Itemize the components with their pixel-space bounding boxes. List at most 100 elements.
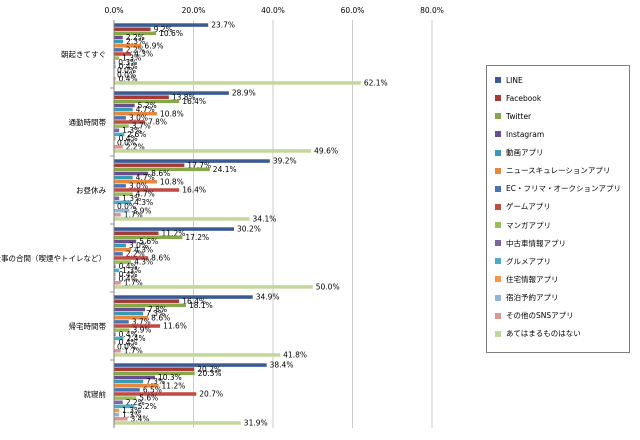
bar xyxy=(114,264,116,269)
legend-swatch xyxy=(495,203,501,210)
data-label: 5.6% xyxy=(139,394,158,403)
bar xyxy=(114,235,183,240)
bar xyxy=(114,404,135,409)
legend-swatch xyxy=(495,185,501,192)
data-label: 3.0% xyxy=(129,181,148,190)
data-label: 9.2% xyxy=(154,25,173,34)
x-tick-label: 40.0% xyxy=(261,6,285,15)
data-label: 39.2% xyxy=(273,157,297,166)
data-label: 3.9% xyxy=(133,326,152,335)
data-label: 10.6% xyxy=(159,29,183,38)
legend-label: Facebook xyxy=(506,93,542,103)
category-label: 帰宅時間帯 xyxy=(69,321,107,331)
legend-swatch xyxy=(495,131,501,138)
data-label: 17.7% xyxy=(187,161,211,170)
bar xyxy=(114,39,124,44)
bar xyxy=(114,200,132,205)
bar xyxy=(114,375,155,380)
legend-item: Facebook xyxy=(495,92,541,104)
legend-item: グルメアプリ xyxy=(495,255,551,267)
data-label: 8.6% xyxy=(151,169,170,178)
bar xyxy=(114,252,123,256)
legend-swatch xyxy=(495,276,501,283)
data-label: 8.6% xyxy=(151,254,170,263)
legend-swatch xyxy=(495,167,501,174)
legend-label: あてはまるものはない xyxy=(506,329,581,339)
bar xyxy=(114,324,161,328)
data-label: 23.7% xyxy=(211,21,235,30)
bar xyxy=(114,367,195,371)
legend-label: Instagram xyxy=(506,129,545,139)
data-label: 3.4% xyxy=(131,414,150,423)
bar xyxy=(114,353,281,357)
data-label: 34.9% xyxy=(256,293,280,302)
legend-swatch xyxy=(495,294,501,301)
bar xyxy=(114,171,149,176)
data-label: 41.8% xyxy=(283,351,307,360)
bar xyxy=(114,145,123,149)
bar xyxy=(114,120,146,124)
bar xyxy=(114,196,120,201)
bar xyxy=(114,136,116,141)
data-label: 0.4% xyxy=(119,338,138,347)
bar xyxy=(114,159,270,163)
legend-item: EC・フリマ・オークションアプリ xyxy=(495,183,621,195)
data-label: 18.1% xyxy=(189,301,213,310)
bar xyxy=(114,116,126,120)
data-label: 0.4% xyxy=(119,330,138,339)
data-label: 0.0% xyxy=(117,138,136,147)
bar xyxy=(114,299,180,303)
legend-label: その他のSNSアプリ xyxy=(506,311,574,321)
data-label: 4.3% xyxy=(134,50,153,59)
x-tick-label: 20.0% xyxy=(182,6,206,15)
data-label: 3.7% xyxy=(132,317,151,326)
data-label: 1.3% xyxy=(122,194,141,203)
data-label: 7.3% xyxy=(146,309,165,318)
data-label: 20.3% xyxy=(198,369,222,378)
bar xyxy=(114,91,229,95)
bar xyxy=(114,208,130,213)
bar xyxy=(114,81,361,85)
bar xyxy=(114,124,129,128)
legend-label: Twitter xyxy=(506,111,532,121)
bar xyxy=(114,163,185,167)
data-label: 7.8% xyxy=(148,118,167,127)
bar xyxy=(114,35,123,40)
bar xyxy=(114,132,125,137)
data-label: 10.3% xyxy=(158,373,182,382)
bar xyxy=(114,188,180,192)
data-label: 10.8% xyxy=(160,177,184,186)
legend-item: マンガアプリ xyxy=(495,219,551,231)
bar xyxy=(114,328,130,332)
legend-item: ニュースキュレーションアプリ xyxy=(495,165,610,177)
bar xyxy=(114,281,121,285)
legend-label: 宿泊予約アプリ xyxy=(506,293,559,303)
data-label: 16.4% xyxy=(182,97,206,106)
legend-item: Twitter xyxy=(495,110,531,122)
data-label: 16.4% xyxy=(182,186,206,195)
bar xyxy=(114,48,123,52)
bar xyxy=(114,396,137,400)
data-label: 4.7% xyxy=(136,190,155,199)
bar xyxy=(114,107,133,112)
data-label: 20.2% xyxy=(197,365,221,374)
data-label: 1.3% xyxy=(122,266,141,275)
data-label: 1.3% xyxy=(122,54,141,63)
bar xyxy=(114,77,116,81)
data-label: 5.6% xyxy=(139,237,158,246)
data-label: 11.2% xyxy=(162,381,186,390)
data-label: 5.2% xyxy=(138,402,157,411)
bar xyxy=(114,56,120,60)
data-label: 7.8% xyxy=(148,305,167,314)
data-label: 5.2% xyxy=(138,101,157,110)
legend-item: LINE xyxy=(495,74,523,86)
legend-swatch xyxy=(495,77,501,83)
category-label: 通勤時間帯 xyxy=(69,117,107,127)
legend-swatch xyxy=(495,95,501,102)
bar xyxy=(114,315,149,320)
bar xyxy=(114,349,121,353)
data-label: 0.4% xyxy=(119,262,138,271)
data-label: 1.3% xyxy=(122,126,141,135)
data-label: 3.0% xyxy=(129,113,148,122)
data-label: 4.7% xyxy=(136,173,155,182)
